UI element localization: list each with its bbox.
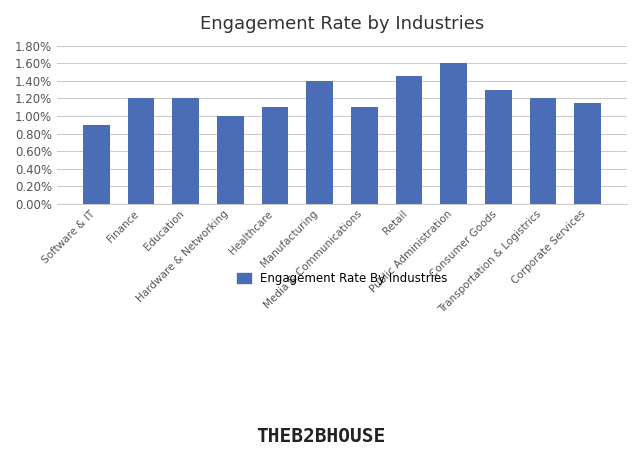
Bar: [485, 90, 512, 204]
Bar: [262, 107, 288, 204]
Bar: [306, 81, 333, 204]
Bar: [395, 76, 422, 204]
Bar: [530, 99, 557, 204]
Bar: [440, 63, 467, 204]
Bar: [128, 99, 155, 204]
Bar: [83, 125, 110, 204]
Bar: [172, 98, 199, 204]
Bar: [217, 116, 244, 204]
Bar: [351, 107, 377, 204]
Title: Engagement Rate by Industries: Engagement Rate by Industries: [200, 15, 484, 33]
Text: THEB2BHOUSE: THEB2BHOUSE: [256, 427, 386, 446]
Bar: [575, 103, 601, 204]
Legend: Engagement Rate By Industries: Engagement Rate By Industries: [232, 267, 452, 290]
